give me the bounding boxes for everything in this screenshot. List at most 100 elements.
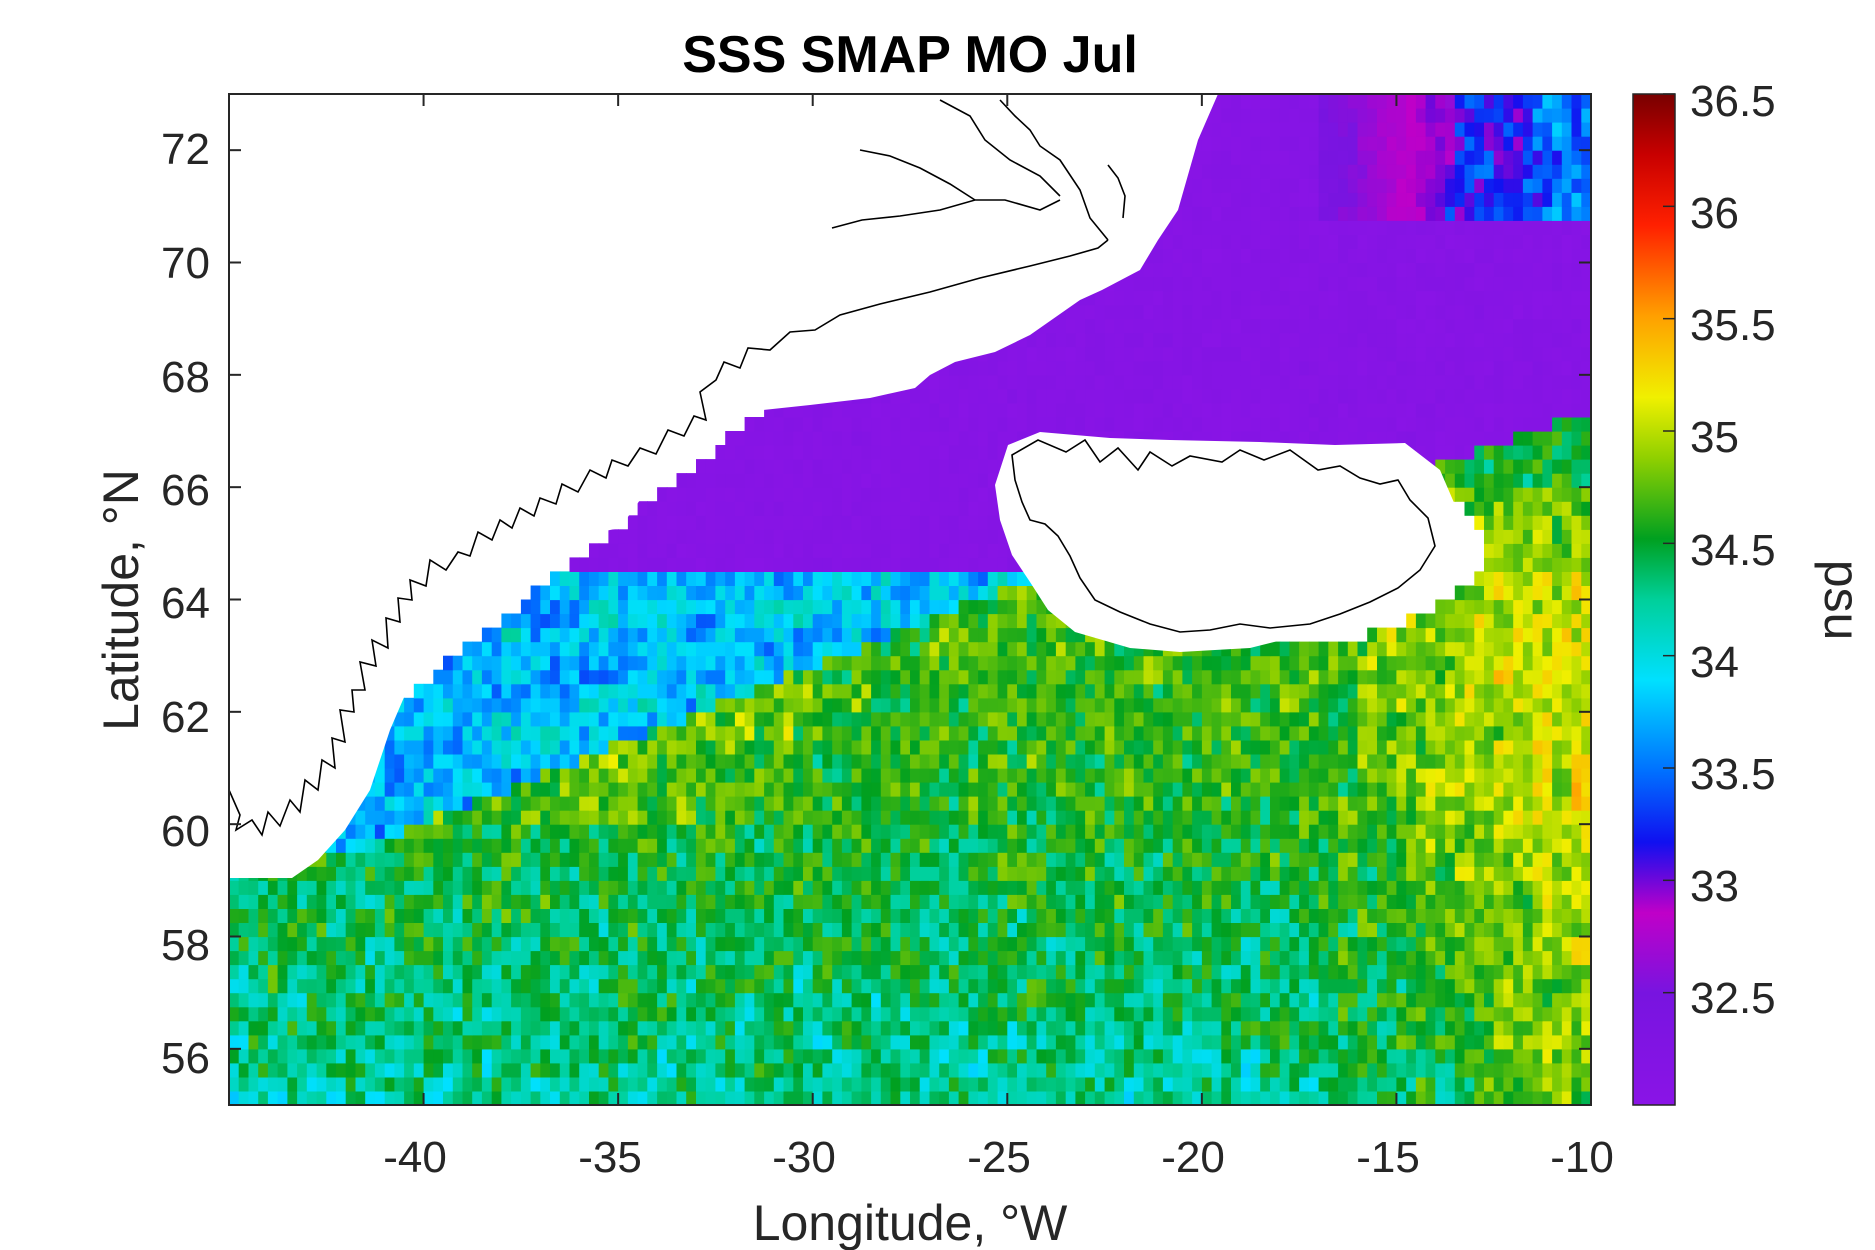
heatmap-cell: [336, 866, 347, 881]
heatmap-cell: [1318, 978, 1329, 994]
heatmap-cell: [1036, 754, 1047, 769]
heatmap-cell: [540, 585, 551, 601]
heatmap-cell: [1445, 964, 1456, 980]
heatmap-cell: [540, 1091, 551, 1105]
heatmap-cell: [1124, 992, 1135, 1008]
heatmap-cell: [1522, 838, 1534, 853]
heatmap-cell: [929, 543, 940, 558]
heatmap-cell: [754, 711, 765, 727]
heatmap-cell: [336, 936, 347, 952]
heatmap-cell: [413, 964, 425, 980]
heatmap-cell: [715, 894, 726, 909]
heatmap-cell: [1036, 697, 1047, 713]
heatmap-cell: [773, 697, 785, 713]
heatmap-cell: [1211, 1091, 1222, 1105]
heatmap-cell: [1542, 571, 1553, 586]
heatmap-cell: [1581, 557, 1591, 572]
heatmap-cell: [559, 810, 571, 825]
heatmap-cell: [919, 936, 930, 952]
heatmap-cell: [1396, 852, 1407, 867]
heatmap-cell: [948, 669, 960, 685]
heatmap-cell: [530, 1048, 541, 1064]
heatmap-cell: [618, 768, 629, 783]
heatmap-cell: [579, 950, 590, 966]
heatmap-cell: [1425, 810, 1436, 825]
heatmap-cell: [452, 782, 464, 797]
heatmap-cell: [229, 1006, 240, 1022]
heatmap-cell: [666, 543, 678, 558]
heatmap-cell: [1425, 669, 1436, 685]
heatmap-cell: [501, 1048, 512, 1064]
heatmap-cell: [744, 838, 755, 853]
heatmap-cell: [939, 585, 950, 601]
heatmap-cell: [1552, 1006, 1563, 1022]
heatmap-cell: [880, 711, 892, 727]
heatmap-cell: [1007, 936, 1018, 952]
heatmap-cell: [1133, 739, 1145, 755]
heatmap-cell: [550, 908, 561, 923]
heatmap-cell: [433, 697, 444, 713]
heatmap-cell: [647, 796, 658, 811]
heatmap-cell: [1581, 1091, 1591, 1105]
heatmap-cell: [1133, 1091, 1145, 1105]
heatmap-cell: [550, 1034, 561, 1050]
heatmap-cell: [365, 810, 376, 825]
heatmap-cell: [793, 950, 804, 966]
heatmap-cell: [705, 1034, 716, 1050]
heatmap-cell: [968, 599, 979, 615]
heatmap-cell: [851, 641, 862, 657]
heatmap-cell: [608, 655, 619, 671]
heatmap-cell: [384, 908, 395, 923]
heatmap-cell: [1221, 824, 1232, 839]
heatmap-cell: [627, 725, 639, 741]
heatmap-cell: [1338, 908, 1349, 923]
heatmap-cell: [1094, 950, 1106, 966]
heatmap-cell: [287, 936, 298, 952]
heatmap-cell: [550, 571, 561, 586]
heatmap-cell: [1133, 838, 1145, 853]
heatmap-cell: [1026, 1048, 1037, 1064]
heatmap-cell: [1124, 964, 1135, 980]
heatmap-cell: [598, 936, 609, 952]
heatmap-cell: [686, 1091, 697, 1105]
heatmap-cell: [812, 824, 823, 839]
heatmap-cell: [948, 908, 960, 923]
heatmap-cell: [803, 894, 814, 909]
heatmap-cell: [657, 627, 668, 643]
heatmap-cell: [238, 1020, 249, 1036]
heatmap-cell: [1367, 655, 1378, 671]
heatmap-cell: [452, 796, 464, 811]
heatmap-cell: [1493, 641, 1504, 657]
heatmap-cell: [1435, 768, 1446, 783]
heatmap-cell: [861, 739, 872, 755]
heatmap-cell: [1522, 754, 1534, 769]
heatmap-cell: [929, 754, 940, 769]
heatmap-cell: [676, 655, 687, 671]
heatmap-cell: [1172, 1034, 1183, 1050]
heatmap-cell: [404, 1034, 415, 1050]
heatmap-cell: [1435, 1076, 1446, 1092]
heatmap-cell: [550, 894, 561, 909]
heatmap-cell: [511, 1091, 522, 1105]
heatmap-cell: [919, 768, 930, 783]
heatmap-cell: [1055, 908, 1067, 923]
heatmap-cell: [987, 922, 999, 938]
heatmap-cell: [472, 894, 483, 909]
heatmap-cell: [1182, 1076, 1193, 1092]
heatmap-cell: [676, 515, 687, 530]
heatmap-cell: [1425, 1062, 1436, 1078]
heatmap-cell: [1143, 824, 1154, 839]
heatmap-cell: [1075, 1091, 1086, 1105]
heatmap-cell: [910, 810, 921, 825]
heatmap-cell: [501, 1020, 512, 1036]
heatmap-cell: [1085, 725, 1096, 741]
heatmap-cell: [1571, 571, 1582, 586]
heatmap-cell: [550, 880, 561, 895]
heatmap-cell: [277, 936, 288, 952]
heatmap-cell: [696, 557, 707, 572]
heatmap-cell: [871, 1006, 882, 1022]
heatmap-cell: [1172, 866, 1183, 881]
heatmap-cell: [433, 810, 444, 825]
heatmap-cell: [1445, 739, 1456, 755]
heatmap-cell: [1279, 810, 1290, 825]
